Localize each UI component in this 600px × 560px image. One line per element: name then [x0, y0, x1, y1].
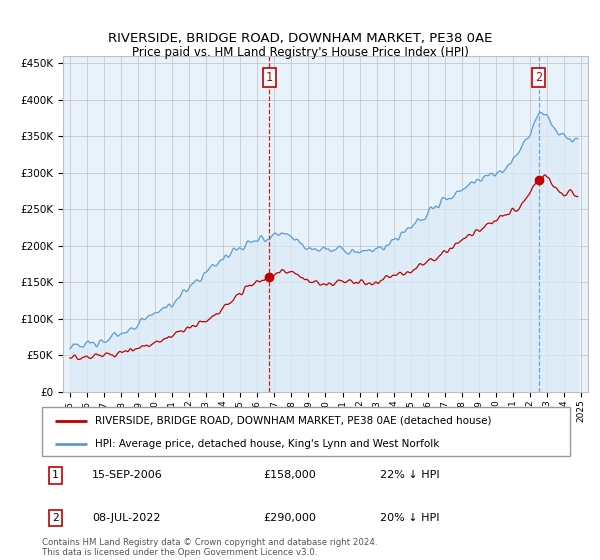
Text: Price paid vs. HM Land Registry's House Price Index (HPI): Price paid vs. HM Land Registry's House … — [131, 46, 469, 59]
Text: Contains HM Land Registry data © Crown copyright and database right 2024.
This d: Contains HM Land Registry data © Crown c… — [42, 538, 377, 557]
Text: 1: 1 — [266, 71, 273, 85]
Text: RIVERSIDE, BRIDGE ROAD, DOWNHAM MARKET, PE38 0AE (detached house): RIVERSIDE, BRIDGE ROAD, DOWNHAM MARKET, … — [95, 416, 491, 426]
Text: 1: 1 — [52, 470, 59, 480]
Text: 2: 2 — [52, 512, 59, 522]
Text: 08-JUL-2022: 08-JUL-2022 — [92, 512, 161, 522]
Text: £158,000: £158,000 — [264, 470, 317, 480]
FancyBboxPatch shape — [42, 407, 570, 456]
Text: 22% ↓ HPI: 22% ↓ HPI — [380, 470, 440, 480]
Text: HPI: Average price, detached house, King's Lynn and West Norfolk: HPI: Average price, detached house, King… — [95, 439, 439, 449]
Text: 15-SEP-2006: 15-SEP-2006 — [92, 470, 163, 480]
Text: RIVERSIDE, BRIDGE ROAD, DOWNHAM MARKET, PE38 0AE: RIVERSIDE, BRIDGE ROAD, DOWNHAM MARKET, … — [108, 32, 492, 45]
Text: 2: 2 — [535, 71, 542, 85]
Text: 20% ↓ HPI: 20% ↓ HPI — [380, 512, 439, 522]
Text: £290,000: £290,000 — [264, 512, 317, 522]
